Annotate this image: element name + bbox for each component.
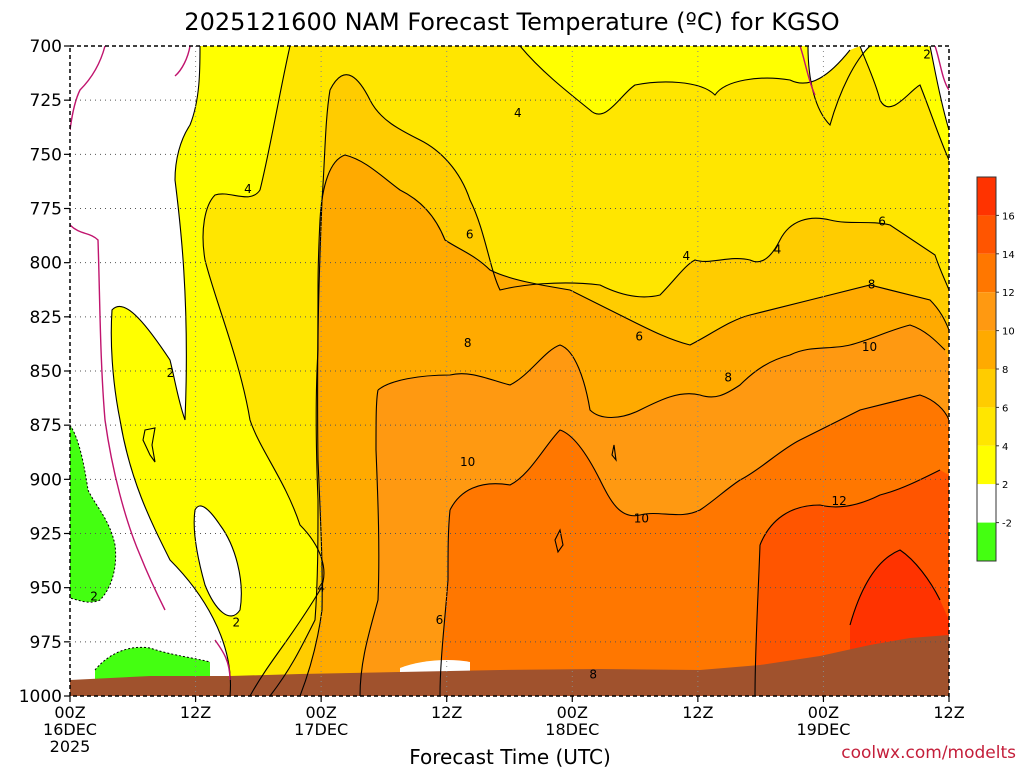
- x-tick-label: 18DEC: [545, 720, 599, 739]
- colorbar-label: 16: [1002, 211, 1015, 222]
- colorbar-label: 4: [1002, 442, 1008, 453]
- contour-label: 6: [635, 329, 643, 343]
- y-tick-label: 750: [30, 145, 62, 165]
- contour-12: [439, 394, 949, 696]
- colorbar-swatch: [977, 484, 996, 523]
- y-tick-label: 825: [30, 308, 62, 328]
- contour-label: 10: [862, 340, 877, 354]
- contour-lines: [110, 46, 949, 696]
- contour-label: 8: [868, 277, 876, 291]
- contour-label: 2: [90, 589, 98, 603]
- contour-label: 8: [589, 667, 597, 681]
- x-tick-label: 12Z: [431, 703, 462, 722]
- x-tick-label: 17DEC: [294, 720, 348, 739]
- colorbar-swatch: [977, 369, 996, 408]
- freezing-line-right: [799, 46, 949, 96]
- colorbar-label: 12: [1002, 288, 1015, 299]
- x-tick-label: 19DEC: [796, 720, 850, 739]
- contour-label: 2: [233, 615, 241, 629]
- colorbar-label: 2: [1002, 480, 1008, 491]
- contour-label: 4: [683, 249, 691, 263]
- contour-label: 6: [466, 228, 474, 242]
- x-tick-label: 12Z: [933, 703, 964, 722]
- contour-label: 8: [724, 371, 732, 385]
- freezing-line: [70, 46, 949, 681]
- contour-2: [110, 46, 232, 696]
- contour-label: 10: [634, 511, 649, 525]
- colorbar-swatch: [977, 445, 996, 485]
- contour-small-1: [142, 427, 156, 463]
- band-below-neg2-1: [70, 425, 116, 603]
- contour-label: 8: [464, 336, 472, 350]
- chart-title: 2025121600 NAM Forecast Temperature (ºC)…: [184, 8, 839, 36]
- y-axis: 700 725 750 775 800 825 850 875 900 925 950 975 1000: [19, 37, 70, 707]
- freezing-line-mid: [174, 46, 231, 681]
- colorbar-swatch: [977, 407, 996, 446]
- contour-label: 2: [923, 48, 931, 62]
- neg2-contours: [70, 424, 211, 671]
- colorbar-label: 8: [1002, 365, 1008, 376]
- contour-label: 6: [436, 613, 444, 627]
- colorbar-swatch: [977, 292, 996, 331]
- neg2-contour-1: [70, 424, 117, 603]
- contour-small-2: [554, 528, 564, 554]
- x-tick-label: 00Z: [557, 703, 588, 722]
- neg2-contour-2: [94, 646, 211, 671]
- colorbar-label: 10: [1002, 327, 1015, 338]
- x-tick-label: 00Z: [808, 703, 839, 722]
- colorbar-swatch: [977, 215, 996, 254]
- x-tick-label: 00Z: [305, 703, 336, 722]
- x-tick-label: 16DEC: [43, 720, 97, 739]
- contour-16: [849, 549, 941, 626]
- colorbar-label: 14: [1002, 250, 1015, 261]
- y-tick-label: 700: [30, 37, 62, 57]
- y-tick-label: 850: [30, 362, 62, 382]
- x-tick-label: 12Z: [180, 703, 211, 722]
- y-tick-label: 900: [30, 470, 62, 490]
- y-tick-label: 800: [30, 254, 62, 274]
- colorbar-swatch: [977, 522, 996, 561]
- contour-label: 4: [774, 243, 782, 257]
- x-tick-label: 12Z: [682, 703, 713, 722]
- y-tick-label: 725: [30, 91, 62, 111]
- colorbar-swatch: [977, 330, 996, 369]
- contour-8: [299, 154, 949, 696]
- x-tick-label: 2025: [50, 737, 91, 756]
- contour-label: 6: [878, 215, 886, 229]
- contour-6: [269, 74, 949, 696]
- colorbar-label: -2: [1002, 519, 1012, 530]
- colorbar-swatch: [977, 253, 996, 293]
- contour-label: 12: [831, 494, 846, 508]
- x-axis-label: Forecast Time (UTC): [409, 745, 611, 768]
- contour-10: [359, 324, 946, 696]
- contour-4: [202, 46, 949, 696]
- credit-text: coolwx.com/modelts: [841, 743, 1016, 763]
- terrain: [70, 635, 949, 696]
- contour-label: 2: [167, 366, 175, 380]
- freezing-line-left: [70, 46, 166, 611]
- contour-14: [754, 469, 941, 696]
- y-tick-label: 950: [30, 579, 62, 599]
- y-tick-label: 975: [30, 633, 62, 653]
- plot-area: 2 4 4 6 6 4 4 8 6 8 10 2 8 10 12 10 4 2 2 6 8: [70, 46, 949, 696]
- contour-cold-pocket: [193, 505, 242, 617]
- contour-small-3: [611, 444, 617, 462]
- contour-labels: 2 4 4 6 6 4 4 8 6 8 10 2 8 10 12 10 4 2 2 6 8: [90, 48, 931, 682]
- x-tick-label: 00Z: [54, 703, 85, 722]
- contour-label: 4: [514, 106, 522, 120]
- colorbar-swatch: [977, 177, 996, 216]
- y-tick-label: 925: [30, 525, 62, 545]
- contour-label: 4: [317, 581, 325, 595]
- grid-lines: [70, 46, 949, 696]
- contour-label: 4: [244, 182, 252, 196]
- y-tick-label: 1000: [19, 687, 62, 707]
- y-tick-label: 875: [30, 416, 62, 436]
- contour-label: 10: [460, 455, 475, 469]
- contour-2-right: [807, 46, 949, 131]
- colorbar-label: 6: [1002, 403, 1008, 414]
- y-tick-label: 775: [30, 200, 62, 220]
- colorbar: 16 14 12 10 8 6 4 2 -2: [976, 176, 1015, 562]
